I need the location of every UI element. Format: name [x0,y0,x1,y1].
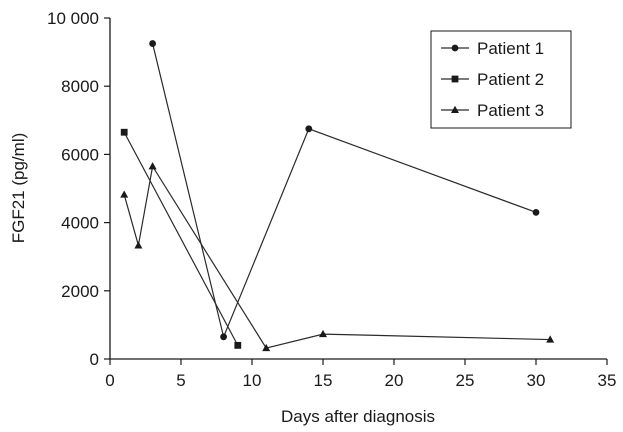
data-point-patient-2 [234,341,242,349]
y-axis-title: FGF21 (pg/ml) [9,133,28,244]
legend-marker-patient-1 [451,44,459,52]
series-markers [120,40,555,352]
series-line-patient-1 [152,43,537,339]
x-tick-label: 0 [105,371,114,390]
legend-label-patient-3: Patient 3 [477,101,544,120]
x-tick-label: 10 [243,371,262,390]
data-point-patient-3 [262,343,271,352]
x-axis-title: Days after diagnosis [281,407,435,426]
ticks: 0 5 10 15 20 25 30 35 0 2000 4000 6000 8000 10 000 [47,9,616,390]
x-tick-label: 30 [527,371,546,390]
legend-label-patient-2: Patient 2 [477,70,544,89]
data-point-patient-2 [120,128,128,136]
y-tick-label: 8000 [61,77,99,96]
y-tick-label: 4000 [61,214,99,233]
y-tick-label: 6000 [61,145,99,164]
data-point-patient-1 [532,208,540,216]
y-tick-label: 10 000 [47,9,99,28]
x-tick-label: 35 [598,371,617,390]
series-line-patient-3 [123,164,551,349]
x-tick-label: 15 [314,371,333,390]
data-point-patient-3 [148,162,157,170]
y-tick-label: 0 [90,350,99,369]
data-point-patient-3 [546,335,555,343]
series-line-patient-2 [123,131,239,346]
x-tick-label: 20 [385,371,404,390]
series-lines [123,43,551,349]
legend-label-patient-1: Patient 1 [477,39,544,58]
data-point-patient-3 [120,190,129,198]
legend: Patient 1 Patient 2 Patient 3 [430,30,572,129]
data-point-patient-1 [220,333,228,341]
x-tick-label: 25 [456,371,475,390]
legend-marker-patient-2 [451,75,459,83]
axes [109,18,607,360]
x-tick-label: 5 [176,371,185,390]
data-point-patient-1 [149,40,157,47]
y-tick-label: 2000 [61,282,99,301]
data-point-patient-3 [319,329,327,338]
legend-marker-patient-3 [451,105,459,113]
data-point-patient-1 [305,125,313,133]
data-point-patient-3 [134,241,143,249]
